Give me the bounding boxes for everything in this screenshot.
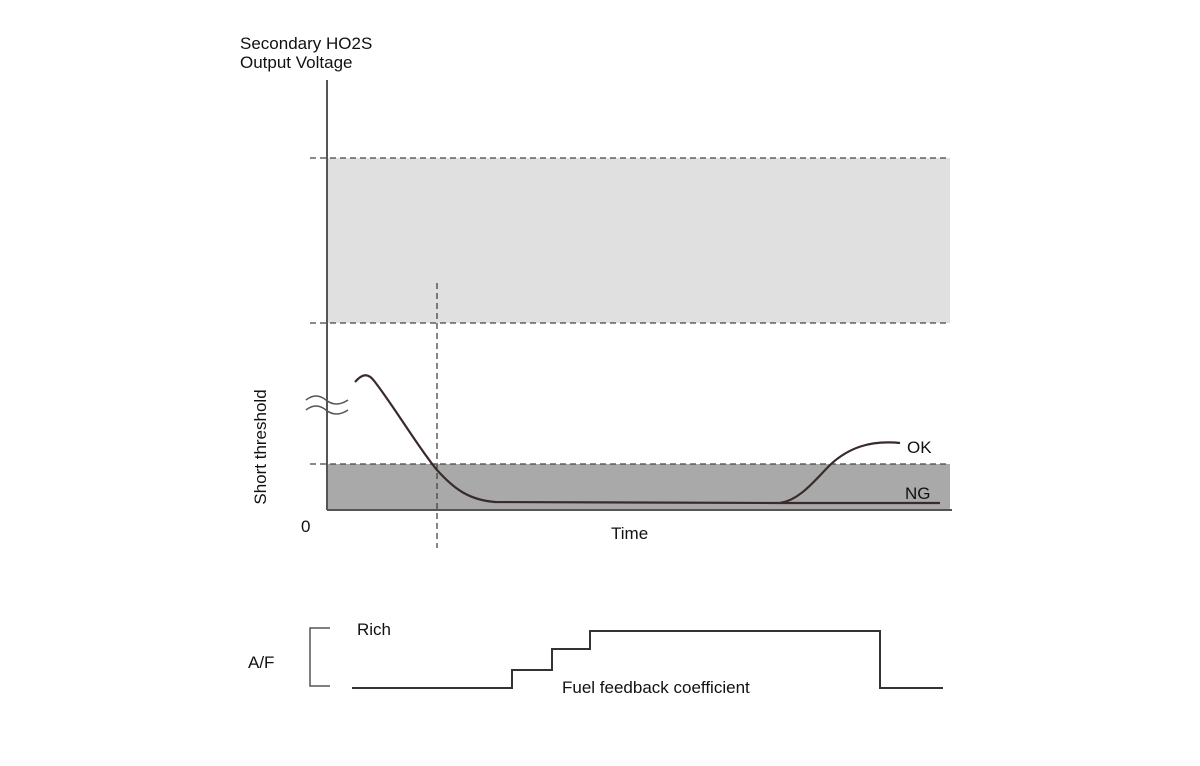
ok-label: OK (907, 438, 932, 457)
ng-label: NG (905, 484, 931, 503)
x-axis-label: Time (611, 524, 648, 543)
af-label: A/F (248, 653, 274, 672)
threshold-label: Short threshold (251, 389, 270, 504)
origin-label: 0 (301, 517, 310, 536)
ok-curve (354, 374, 901, 505)
rich-label: Rich (357, 620, 391, 639)
af-step-line (352, 630, 943, 689)
axis-break (305, 395, 349, 415)
coefficient-label: Fuel feedback coefficient (562, 678, 750, 697)
af-bracket (309, 627, 330, 687)
axis-title: Output Voltage (240, 53, 352, 72)
axis-title: Secondary HO2S (240, 34, 372, 53)
upper-band (327, 158, 950, 323)
